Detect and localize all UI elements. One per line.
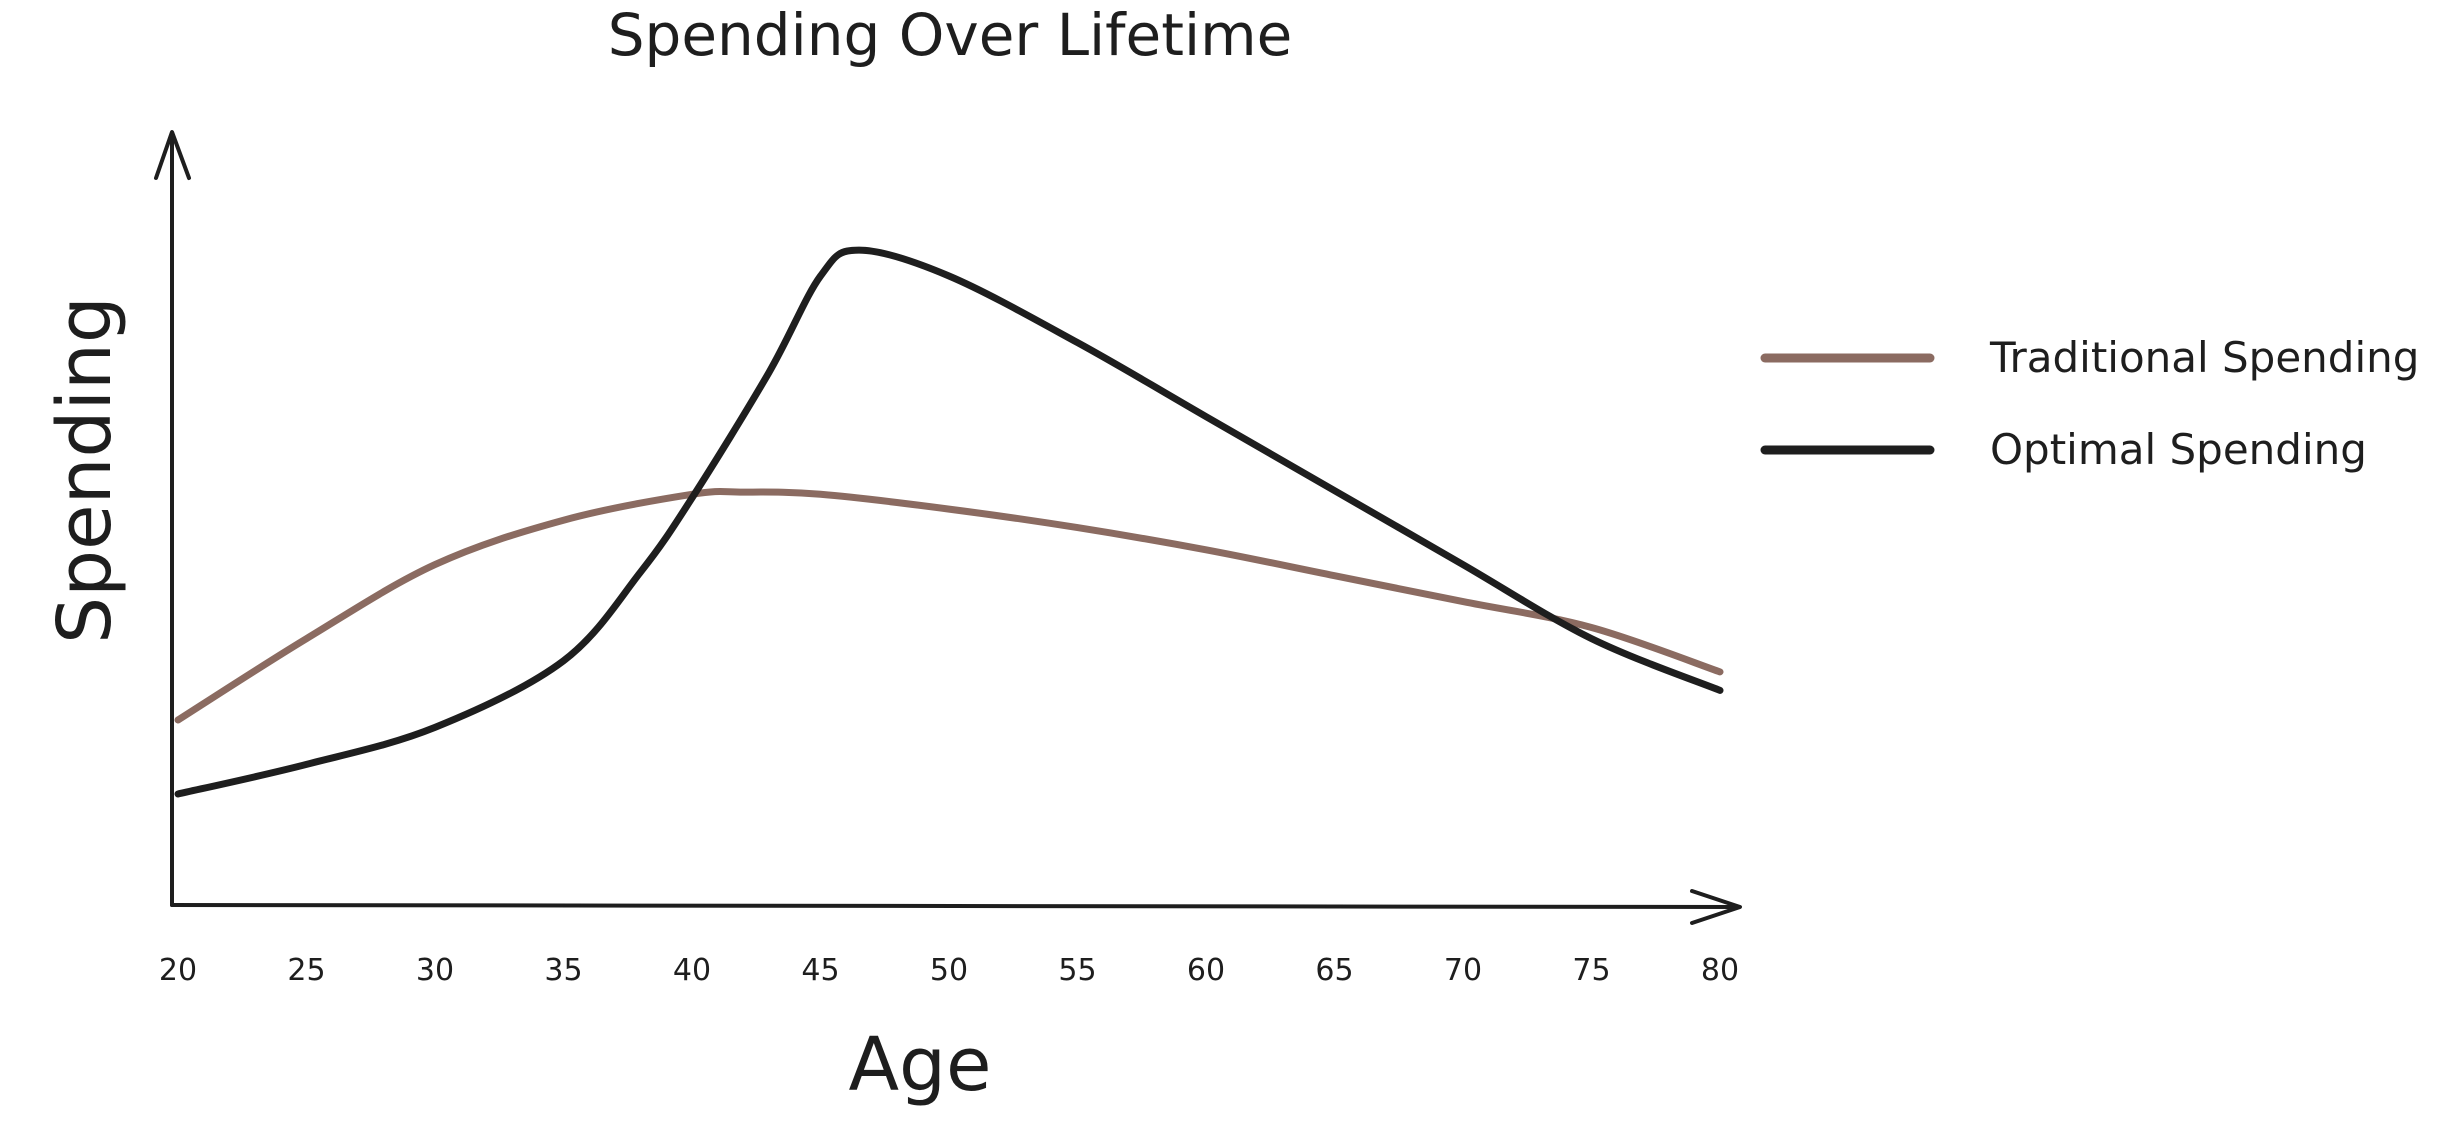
y-axis-arrowhead — [154, 130, 191, 180]
x-tick-label: 75 — [1572, 953, 1610, 988]
x-tick-label: 35 — [544, 953, 582, 988]
y-axis-label: Spending — [42, 296, 128, 644]
x-tick-label: 30 — [416, 953, 454, 988]
legend: Traditional Spending Optimal Spending — [1760, 333, 2419, 474]
x-axis-line — [170, 903, 1740, 909]
x-tick-labels: 20 25 30 35 40 45 50 55 60 65 70 75 80 — [159, 953, 1739, 988]
legend-label-traditional-spending: Traditional Spending — [1989, 333, 2419, 382]
series-lines — [174, 246, 1724, 798]
x-tick-label: 50 — [930, 953, 968, 988]
x-axis-label: Age — [848, 1022, 991, 1108]
series-line-traditional-spending — [174, 487, 1724, 724]
x-tick-label: 65 — [1315, 953, 1353, 988]
chart-title: Spending Over Lifetime — [608, 1, 1293, 69]
x-tick-label: 60 — [1187, 953, 1225, 988]
x-tick-label: 55 — [1058, 953, 1096, 988]
x-tick-label: 40 — [673, 953, 711, 988]
x-tick-label: 25 — [287, 953, 325, 988]
x-axis-arrowhead — [1690, 889, 1742, 925]
x-tick-label: 20 — [159, 953, 197, 988]
legend-label-optimal-spending: Optimal Spending — [1990, 425, 2367, 474]
chart-axes — [154, 130, 1742, 925]
x-tick-label: 70 — [1444, 953, 1482, 988]
x-tick-label: 45 — [801, 953, 839, 988]
x-tick-label: 80 — [1701, 953, 1739, 988]
series-line-optimal-spending — [174, 246, 1724, 798]
